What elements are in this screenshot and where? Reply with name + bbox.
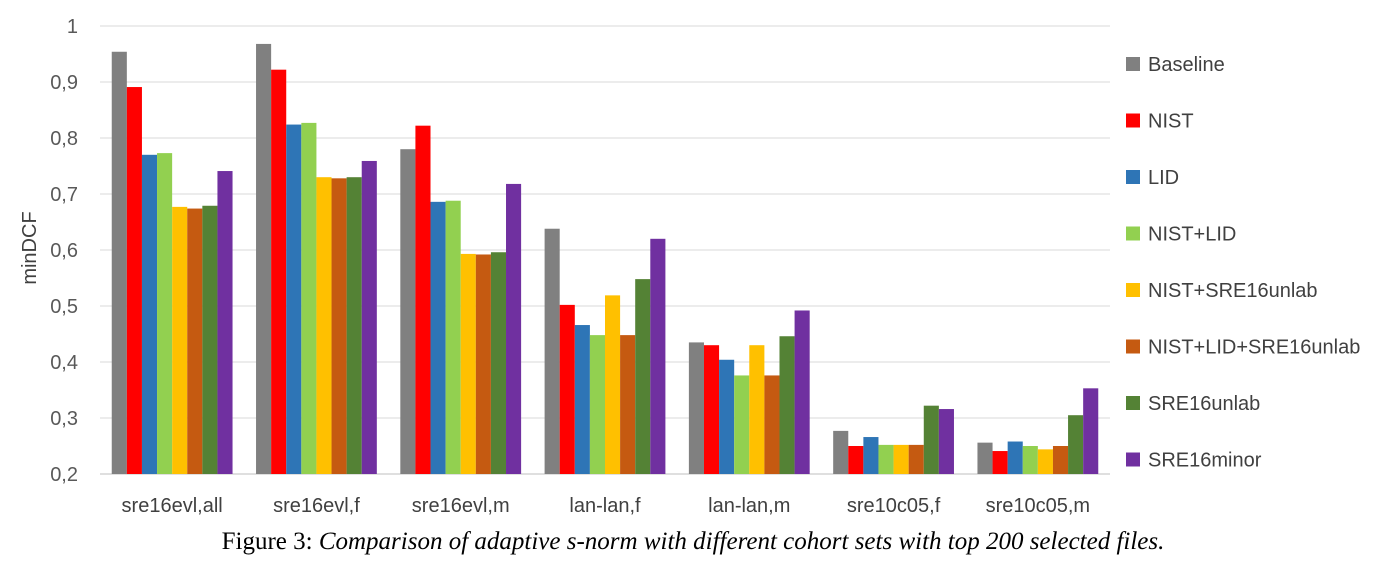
legend-label: Baseline [1148,54,1225,76]
bar [764,375,780,474]
bar [893,444,909,474]
bar [286,124,302,474]
legend-swatch [1126,57,1140,71]
bar [589,335,605,474]
caption-label: Figure 3: [221,528,319,555]
y-tick-label: 0,5 [50,296,78,318]
y-tick-label: 0,6 [50,240,78,262]
legend-swatch [1126,226,1140,241]
bar [620,335,636,474]
bar [605,295,621,474]
bars [111,43,1099,475]
bar [833,430,849,474]
y-axis-title: minDCF [19,211,41,284]
bar [908,444,924,474]
bar [430,201,446,474]
figure-caption: Figure 3: Comparison of adaptive s-norm … [0,528,1386,556]
x-category-label: sre16evl,all [122,495,223,517]
bar [749,345,765,474]
legend-swatch [1126,283,1140,297]
bar [878,444,894,474]
legend-swatch [1126,113,1140,128]
bar [848,446,864,474]
bar [256,43,272,475]
bar [475,254,491,474]
bar [506,183,522,475]
bar [1083,388,1099,474]
bar [650,238,666,474]
y-tick-label: 0,3 [50,408,78,430]
bar [938,409,954,474]
bar [635,279,651,474]
bar [217,171,233,475]
y-tick-label: 1 [67,16,78,38]
caption-text: Comparison of adaptive s-norm with diffe… [318,528,1165,555]
bar [863,437,879,474]
legend-label: NIST+LID+SRE16unlab [1148,337,1360,359]
bar [688,342,704,474]
x-category-labels: sre16evl,all sre16evl,f sre16evl,m lan-lan,… [122,495,1091,517]
bar [187,208,203,474]
bar [1022,446,1038,474]
bar [794,310,810,474]
y-tick-label: 0,2 [50,464,78,486]
y-tick-label: 0,7 [50,184,78,206]
bar [361,160,377,474]
bar-chart: 0,20,30,40,50,60,70,80,91 sre16evl,all sr… [19,16,1360,517]
bar [400,149,416,474]
bar [141,154,158,475]
x-category-label: sre10c05,m [986,495,1091,517]
bar [271,69,287,475]
x-category-label: lan-lan,f [569,495,641,517]
y-tick-label: 0,8 [50,128,78,150]
bar [719,359,735,474]
bar [415,125,431,475]
bar [734,375,750,474]
bar [923,405,939,474]
x-category-label: sre10c05,f [847,495,941,517]
legend-label: NIST+LID [1148,224,1236,246]
legend-swatch [1126,396,1140,410]
x-category-label: lan-lan,m [708,495,790,517]
bar [460,253,476,474]
bar [172,206,188,474]
bar [202,205,218,474]
bar [157,153,173,474]
bar [574,325,590,474]
bar [703,345,720,474]
legend-swatch [1126,339,1140,354]
legend-label: SRE16minor [1148,450,1262,472]
legend-swatch [1126,170,1140,184]
bar [559,304,575,474]
legend-label: NIST [1148,111,1194,133]
bar [126,87,142,474]
bar [111,51,127,474]
y-tick-label: 0,4 [50,352,78,374]
legend-label: SRE16unlab [1148,393,1260,415]
bar [445,200,461,474]
bar [992,451,1008,474]
x-category-label: sre16evl,f [273,495,360,517]
y-tick-label: 0,9 [50,72,78,94]
legend-label: LID [1148,167,1179,189]
bar [301,122,317,474]
bar [544,228,560,474]
bar [346,177,362,474]
bar [1068,415,1084,474]
bar [977,442,993,474]
bar [1007,441,1023,474]
bar [316,177,332,474]
bar [1037,449,1053,474]
legend-swatch [1126,452,1140,467]
bar [331,178,347,474]
legend: Baseline NIST LID NIST+LID NIST+SRE16unlab NI… [1126,54,1360,472]
bar [490,252,507,474]
y-tick-labels: 0,2 0,3 0,4 0,5 0,6 0,7 0,8 0,9 1 [50,16,78,486]
legend-label: NIST+SRE16unlab [1148,280,1318,302]
x-category-label: sre16evl,m [412,495,510,517]
bar [1052,446,1069,474]
bar [779,336,795,474]
